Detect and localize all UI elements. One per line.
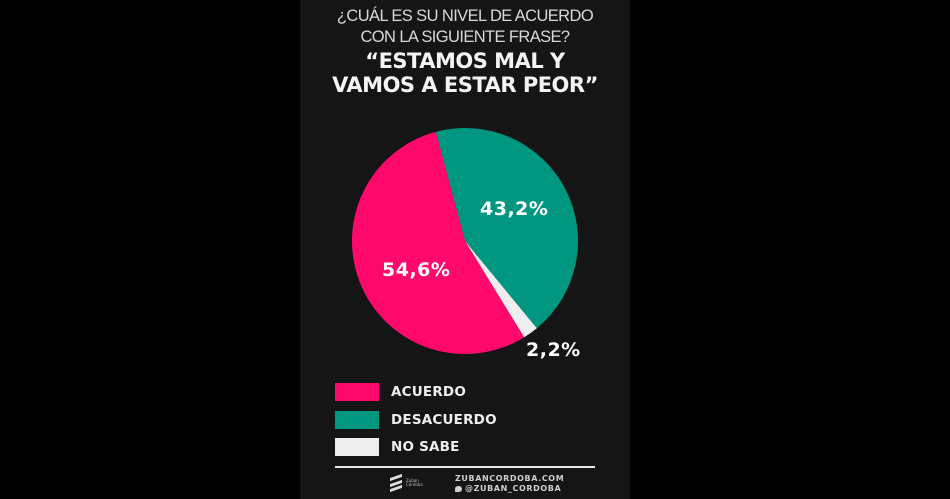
footer-divider xyxy=(335,466,595,468)
twitter-handle: @ZUBAN_CORDOBA xyxy=(465,484,562,493)
logo-text: Zuban Córdoba xyxy=(406,477,423,487)
legend-label: DESACUERDO xyxy=(391,412,497,428)
label-no-sabe: 2,2% xyxy=(526,339,581,361)
legend-label: NO SABE xyxy=(391,439,460,455)
slice-no-sabe xyxy=(465,241,537,338)
website-link[interactable]: ZUBANCORDOBA.COM xyxy=(455,474,565,483)
logo-icon xyxy=(390,473,402,493)
slice-acuerdo xyxy=(352,131,525,354)
twitter-handle-row[interactable]: @ZUBAN_CORDOBA xyxy=(455,484,564,494)
twitter-bird-icon xyxy=(455,486,462,492)
legend-label: ACUERDO xyxy=(391,384,467,400)
brand-logo: Zuban Córdoba xyxy=(390,473,424,493)
legend-swatch-acuerdo xyxy=(335,383,379,401)
legend-item-acuerdo: ACUERDO xyxy=(335,382,466,402)
quote-line-2: VAMOS A ESTAR PEOR” xyxy=(332,73,598,97)
label-acuerdo: 54,6% xyxy=(382,259,451,281)
legend-item-desacuerdo: DESACUERDO xyxy=(335,410,497,430)
label-desacuerdo: 43,2% xyxy=(480,198,549,220)
legend-swatch-desacuerdo xyxy=(335,411,379,429)
question-line-1: ¿CUÁL ES SU NIVEL DE ACUERDO xyxy=(336,7,594,25)
question-line-2: CON LA SIGUIENTE FRASE? xyxy=(360,28,570,46)
footer-contact: ZUBANCORDOBA.COM @ZUBAN_CORDOBA xyxy=(455,474,564,494)
quote-line-1: “ESTAMOS MAL Y xyxy=(365,49,565,73)
slice-desacuerdo xyxy=(435,128,578,329)
legend-swatch-no-sabe xyxy=(335,438,379,456)
legend-item-no-sabe: NO SABE xyxy=(335,437,460,457)
